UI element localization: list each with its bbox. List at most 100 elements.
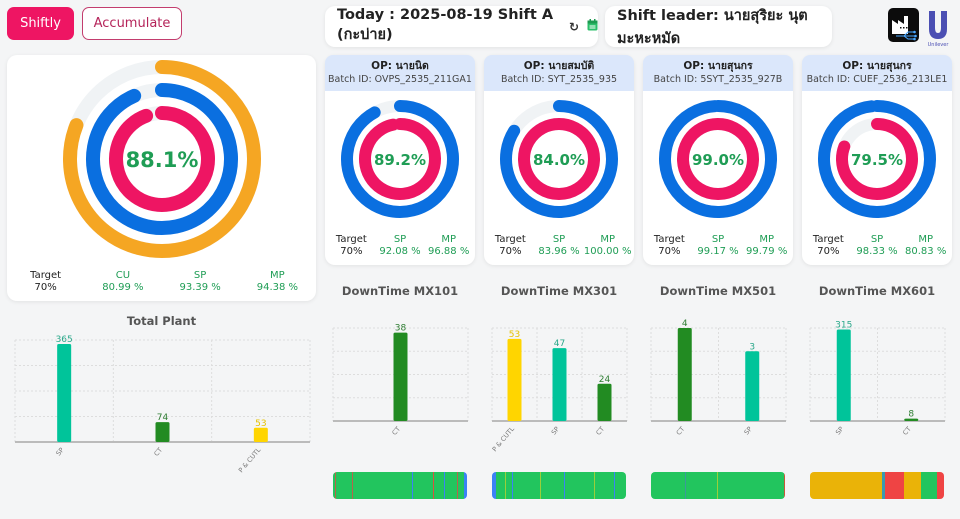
bar[interactable]: [745, 351, 760, 421]
refresh-icon[interactable]: ↻: [568, 19, 579, 34]
timeline-segment[interactable]: [398, 472, 400, 499]
bar[interactable]: [57, 344, 72, 442]
timeline-segment[interactable]: [669, 472, 686, 499]
timeline-segment[interactable]: [443, 472, 445, 499]
tab-shiftly[interactable]: Shiftly: [7, 7, 74, 40]
status-timeline[interactable]: [492, 472, 626, 499]
batch-id: Batch ID: 5SYT_2535_927B: [653, 74, 783, 85]
timeline-segment[interactable]: [492, 472, 496, 499]
tab-accumulate[interactable]: Accumulate: [82, 7, 182, 40]
timeline-segment[interactable]: [411, 472, 413, 499]
timeline-segment[interactable]: [920, 472, 938, 499]
timeline-segment[interactable]: [351, 472, 353, 499]
timeline-segment[interactable]: [586, 472, 595, 499]
timeline-segment[interactable]: [495, 472, 506, 499]
timeline-segment[interactable]: [784, 472, 785, 499]
timeline-segment[interactable]: [457, 472, 464, 499]
timeline-segment[interactable]: [937, 472, 944, 499]
machine-gauge: 89.2%: [341, 100, 459, 218]
bar[interactable]: [393, 332, 408, 421]
bar-value-label: 315: [835, 320, 852, 330]
timeline-segment[interactable]: [529, 472, 531, 499]
timeline-segment[interactable]: [523, 472, 530, 499]
timeline-segment[interactable]: [416, 472, 433, 499]
calendar-icon[interactable]: [587, 19, 598, 34]
bar-value-label: 365: [56, 335, 73, 345]
timeline-segment[interactable]: [457, 472, 458, 499]
timeline-segment[interactable]: [751, 472, 765, 499]
timeline-segment[interactable]: [651, 472, 669, 499]
timeline-segment[interactable]: [522, 472, 524, 499]
status-timeline[interactable]: [810, 472, 944, 499]
timeline-segment[interactable]: [540, 472, 565, 499]
status-timeline[interactable]: [651, 472, 785, 499]
timeline-segment[interactable]: [377, 472, 379, 499]
chart-title: Total Plant: [126, 314, 197, 328]
bar[interactable]: [836, 329, 851, 421]
machine-stats: Target 70% SP 83.96 % MP 100.00 %: [486, 234, 632, 258]
chart-title: DownTime MX601: [818, 284, 936, 298]
target-value: 70%: [817, 246, 840, 257]
timeline-segment[interactable]: [750, 472, 752, 499]
timeline-segment[interactable]: [432, 472, 434, 499]
timeline-segment[interactable]: [904, 472, 921, 499]
sp-ring: [659, 100, 777, 218]
timeline-segment[interactable]: [594, 472, 614, 499]
bar[interactable]: [677, 328, 692, 421]
gauge-center-value: 84.0%: [533, 151, 585, 169]
sp-value: 99.17 %: [697, 246, 739, 257]
timeline-segment[interactable]: [512, 472, 514, 499]
timeline-segment[interactable]: [564, 472, 566, 499]
timeline-segment[interactable]: [539, 472, 541, 499]
mp-ring: [518, 118, 600, 200]
timeline-segment[interactable]: [810, 472, 883, 499]
bar[interactable]: [155, 422, 170, 442]
mp-value: 80.83 %: [905, 246, 947, 257]
bar[interactable]: [904, 418, 919, 421]
timeline-segment[interactable]: [764, 472, 766, 499]
bar-value-label: 47: [554, 339, 565, 349]
status-timeline[interactable]: [333, 472, 467, 499]
timeline-segment[interactable]: [415, 472, 417, 499]
timeline-segment[interactable]: [585, 472, 587, 499]
mp-label: MP: [270, 270, 285, 281]
operator-name: OP: นายนิด: [371, 60, 429, 72]
timeline-segment[interactable]: [444, 472, 458, 499]
timeline-segment[interactable]: [513, 472, 523, 499]
bar-value-label: 53: [255, 419, 266, 429]
timeline-segment[interactable]: [399, 472, 412, 499]
bar-value-label: 4: [682, 319, 688, 329]
bar[interactable]: [253, 427, 268, 442]
timeline-segment[interactable]: [614, 472, 626, 499]
timeline-segment[interactable]: [335, 472, 352, 499]
timeline-segment[interactable]: [613, 472, 615, 499]
timeline-segment[interactable]: [506, 472, 513, 499]
timeline-segment[interactable]: [463, 472, 467, 499]
timeline-segment[interactable]: [685, 472, 699, 499]
timeline-segment[interactable]: [433, 472, 444, 499]
timeline-segment[interactable]: [698, 472, 718, 499]
timeline-segment[interactable]: [882, 472, 886, 499]
timeline-segment[interactable]: [412, 472, 416, 499]
timeline-segment[interactable]: [360, 472, 362, 499]
bar[interactable]: [597, 383, 612, 421]
total-gauge-card: 88.1% Target 70% CU 80.99 % SP 93.39 % MP 94…: [7, 55, 316, 301]
mp-ring: [836, 118, 918, 200]
timeline-segment[interactable]: [333, 472, 336, 499]
timeline-segment[interactable]: [530, 472, 540, 499]
bar[interactable]: [507, 338, 522, 421]
batch-id: Batch ID: CUEF_2536_213LE1: [806, 74, 948, 85]
timeline-segment[interactable]: [565, 472, 586, 499]
timeline-segment[interactable]: [352, 472, 361, 499]
timeline-segment[interactable]: [378, 472, 399, 499]
timeline-segment[interactable]: [335, 472, 336, 499]
timeline-segment[interactable]: [594, 472, 595, 499]
timeline-segment[interactable]: [765, 472, 785, 499]
timeline-segment[interactable]: [361, 472, 378, 499]
timeline-segment[interactable]: [885, 472, 905, 499]
timeline-segment[interactable]: [717, 472, 751, 499]
bar[interactable]: [552, 348, 567, 421]
timeline-segment[interactable]: [505, 472, 507, 499]
mp-ring: [677, 118, 759, 200]
operator-name: OP: นายสมบัติ: [523, 60, 595, 72]
